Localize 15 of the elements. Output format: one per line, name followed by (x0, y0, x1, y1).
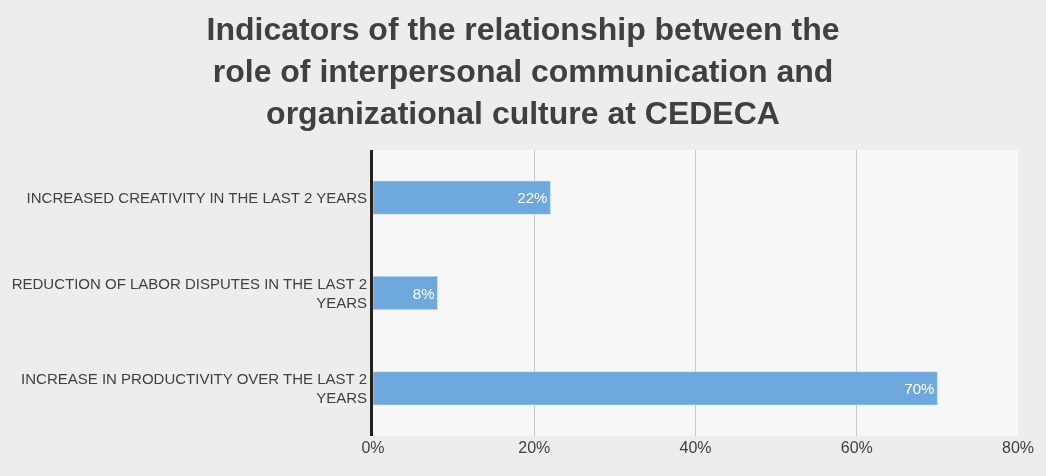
data-label: 22% (517, 189, 548, 207)
y-tick-label: INCREASE IN PRODUCTIVITY OVER THE LAST 2 YEARS (21, 369, 367, 407)
x-tick-label: 80% (1001, 439, 1035, 456)
chart-title: Indicators of the relationship between the role of interpersonal communication and organizational culture at CEDECA (206, 11, 840, 131)
y-tick-label: REDUCTION OF LABOR DISPUTES IN THE LAST 2 YEARS (11, 274, 367, 311)
data-label: 8% (412, 284, 435, 302)
x-tick-label: 20% (518, 439, 551, 456)
y-tick-label: INCREASED CREATIVITY IN THE LAST 2 YEARS (26, 188, 367, 206)
bar (373, 276, 438, 310)
x-tick-label: 0% (361, 439, 385, 456)
bar (373, 371, 938, 406)
data-label: 70% (904, 379, 935, 397)
x-tick-label: 60% (840, 439, 873, 456)
bar (373, 180, 551, 215)
x-tick-label: 40% (679, 439, 712, 456)
